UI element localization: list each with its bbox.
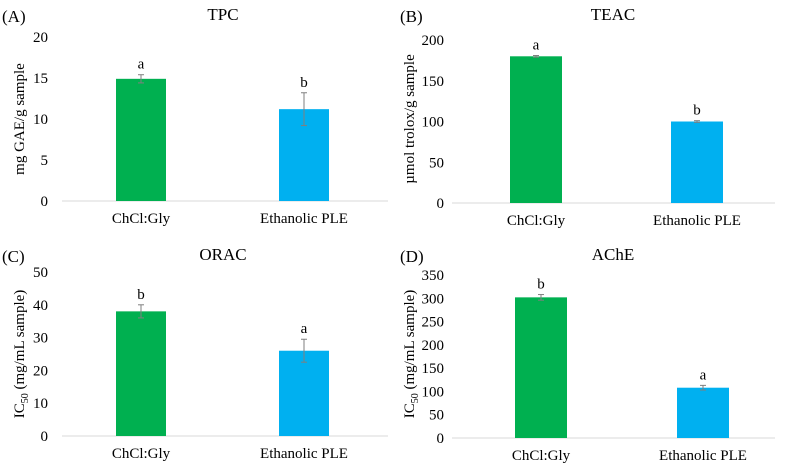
y-axis-label-sub: 50 (20, 393, 31, 403)
y-tick-label: 100 (422, 384, 445, 400)
y-axis-label-main: IC (402, 403, 418, 418)
y-tick-label: 10 (33, 112, 48, 128)
y-axis-label: mg GAE/g sample (12, 63, 28, 175)
panel-label: (A) (2, 7, 26, 26)
y-axis-label-sub: 50 (410, 393, 421, 403)
significance-letter: a (700, 367, 707, 383)
y-tick-label: 20 (33, 363, 48, 379)
y-axis-label-rest: (mg/mL sample) (12, 290, 28, 394)
bar (116, 311, 166, 436)
y-tick-label: 10 (33, 396, 48, 412)
y-tick-label: 100 (422, 115, 445, 131)
bar (677, 387, 729, 438)
panel-label: (B) (400, 7, 423, 26)
y-tick-label: 50 (429, 155, 444, 171)
y-tick-label: 20 (33, 30, 48, 46)
y-tick-label: 350 (422, 268, 445, 284)
x-tick-label: Ethanolic PLE (659, 448, 747, 464)
panel-label: (D) (400, 247, 424, 266)
plot-area: 0 50 100 150 200 250 300 350 b ChCl:Gly a Ethanolic… (422, 268, 775, 464)
y-tick-label: 5 (41, 153, 49, 169)
significance-letter: b (693, 103, 701, 119)
y-tick-label: 40 (33, 298, 48, 314)
y-tick-label: 30 (33, 331, 48, 347)
y-tick-label: 15 (33, 71, 48, 87)
y-axis-label: IC50 (mg/mL sample) (12, 290, 31, 419)
bar (671, 121, 723, 203)
chart-title: ORAC (199, 245, 246, 264)
significance-letter: b (137, 287, 145, 303)
y-tick-label: 300 (422, 291, 445, 307)
x-tick-label: Ethanolic PLE (260, 446, 348, 462)
bar (510, 56, 562, 203)
y-tick-label: 250 (422, 315, 445, 331)
x-tick-label: ChCl:Gly (112, 211, 171, 227)
y-tick-label: 50 (429, 408, 444, 424)
bar (279, 350, 329, 436)
panel-a: (A) TPC mg GAE/g sample 0 5 10 15 20 a ChCl:Gl… (2, 5, 388, 227)
x-tick-label: ChCl:Gly (507, 213, 566, 229)
y-tick-label: 50 (33, 265, 48, 281)
y-axis-label-main: IC (12, 403, 28, 418)
significance-letter: b (300, 75, 308, 91)
y-tick-label: 0 (437, 196, 445, 212)
y-axis-label-rest: (mg/mL sample) (402, 290, 418, 394)
y-tick-label: 200 (422, 33, 445, 49)
panel-c: (C) ORAC IC50 (mg/mL sample) 01020304050… (2, 245, 388, 462)
y-tick-label: 200 (422, 338, 445, 354)
significance-letter: a (533, 37, 540, 53)
chart-title: TPC (207, 5, 238, 24)
bar (515, 297, 567, 438)
y-axis-label: µmol trolox/g sample (402, 54, 418, 184)
x-tick-label: ChCl:Gly (512, 448, 571, 464)
plot-area: 0 50 100 150 200 a ChCl:Gly b Ethanolic PLE (422, 33, 775, 229)
chart-title: AChE (592, 245, 635, 264)
y-tick-label: 150 (422, 74, 445, 90)
panel-label: (C) (2, 247, 25, 266)
chart-title: TEAC (591, 5, 635, 24)
plot-area: 0 10 20 30 40 50 b ChCl:Gly a Ethanolic PLE (33, 265, 388, 462)
plot-area: 0 5 10 15 20 a ChCl:Gly b Ethanolic PLE (33, 30, 388, 227)
x-tick-label: Ethanolic PLE (260, 211, 348, 227)
significance-letter: a (138, 57, 145, 73)
panel-b: (B) TEAC µmol trolox/g sample 0 50 100 150 2… (400, 5, 775, 229)
x-tick-label: Ethanolic PLE (653, 213, 741, 229)
x-tick-label: ChCl:Gly (112, 446, 171, 462)
panel-d: (D) AChE IC50 (mg/mL sample) 05010015020… (400, 245, 775, 464)
y-tick-label: 150 (422, 361, 445, 377)
y-tick-label: 0 (41, 194, 49, 210)
y-tick-label: 0 (437, 431, 445, 447)
bar (116, 78, 166, 201)
significance-letter: b (537, 277, 545, 293)
significance-letter: a (301, 321, 308, 337)
y-tick-label: 0 (41, 429, 49, 445)
y-axis-label: IC50 (mg/mL sample) (402, 290, 421, 419)
